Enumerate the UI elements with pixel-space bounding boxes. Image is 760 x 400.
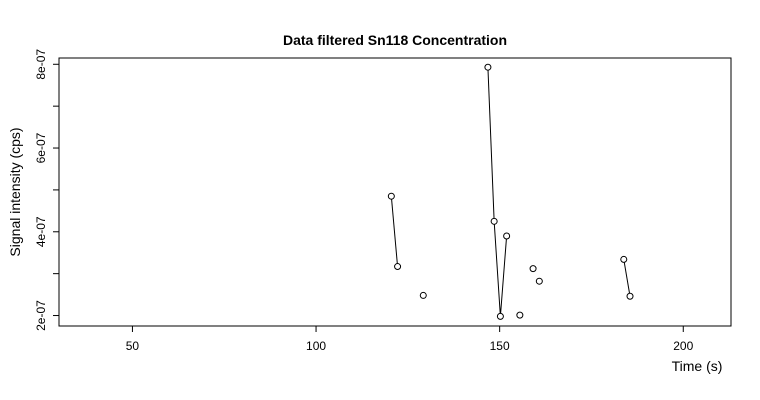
data-point bbox=[419, 291, 427, 299]
data-point bbox=[626, 292, 634, 300]
y-tick-label: 6e-07 bbox=[34, 132, 48, 163]
series-line bbox=[487, 67, 508, 317]
data-points bbox=[387, 63, 634, 320]
data-point bbox=[516, 311, 524, 319]
data-point bbox=[620, 255, 628, 263]
x-tick-label: 200 bbox=[673, 339, 693, 353]
y-tick-label: 4e-07 bbox=[34, 216, 48, 247]
x-tick-label: 50 bbox=[126, 339, 140, 353]
data-point bbox=[490, 217, 498, 225]
series-line bbox=[390, 196, 399, 267]
data-point bbox=[503, 232, 511, 240]
y-tick-label: 8e-07 bbox=[34, 49, 48, 80]
x-tick-label: 100 bbox=[306, 339, 326, 353]
data-point bbox=[394, 263, 402, 271]
y-axis: 2e-07 4e-07 6e-07 8e-07 bbox=[34, 49, 60, 331]
data-point bbox=[387, 192, 395, 200]
y-axis-label: Signal intensity (cps) bbox=[7, 127, 23, 256]
data-point bbox=[529, 265, 537, 273]
x-tick-label: 150 bbox=[490, 339, 510, 353]
data-point bbox=[484, 63, 492, 71]
data-point bbox=[535, 277, 543, 285]
y-tick-label: 2e-07 bbox=[34, 300, 48, 331]
plot-frame bbox=[58, 57, 732, 327]
chart-title: Data filtered Sn118 Concentration bbox=[283, 32, 507, 48]
x-axis-label: Time (s) bbox=[672, 358, 723, 374]
series-line bbox=[623, 259, 631, 297]
x-axis: 50 100 150 200 bbox=[126, 326, 694, 353]
connecting-lines bbox=[390, 67, 631, 317]
data-point bbox=[496, 312, 504, 320]
